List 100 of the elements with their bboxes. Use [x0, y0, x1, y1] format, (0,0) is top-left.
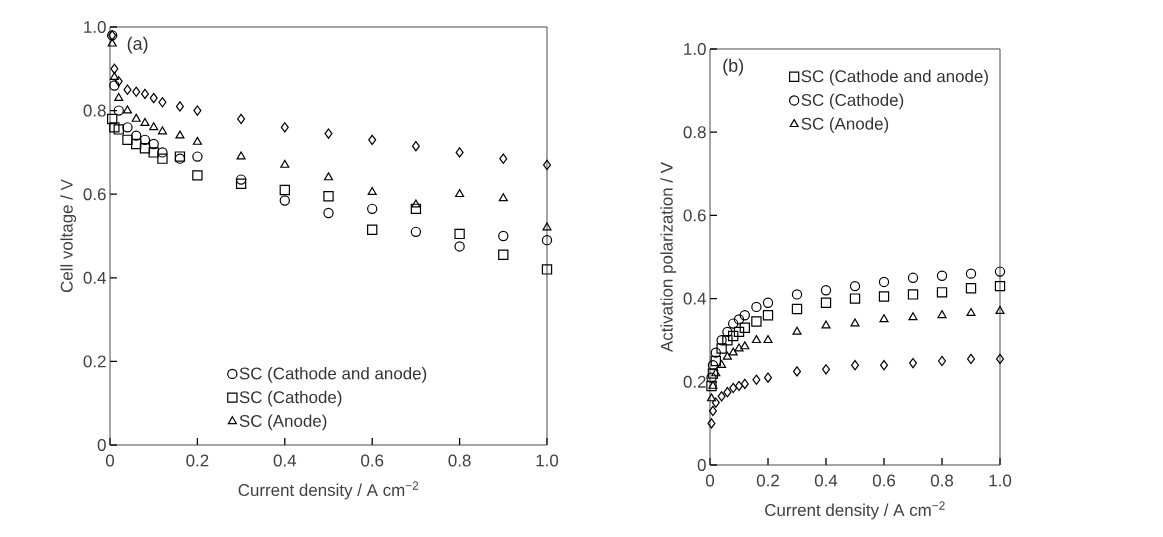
point	[820, 285, 832, 296]
point	[323, 191, 334, 202]
point	[236, 151, 246, 160]
point	[109, 122, 120, 133]
y-axis-title: Cell voltage / V	[60, 179, 77, 293]
point	[192, 151, 203, 162]
point	[454, 241, 465, 252]
point	[850, 359, 860, 371]
x-tick-label: 0.8	[448, 454, 471, 467]
point	[878, 276, 890, 288]
annotation: (a)	[127, 36, 148, 54]
y-tick-label: 1.0	[84, 21, 106, 33]
point	[498, 193, 508, 202]
annotation: (b)	[723, 58, 744, 76]
legend-label: SC (Cathode and anode)	[239, 367, 427, 383]
point	[821, 320, 831, 329]
legend-label: SC (Cathode and anode)	[801, 69, 988, 86]
point	[728, 347, 738, 356]
point	[158, 97, 167, 108]
point	[966, 307, 976, 317]
point	[367, 224, 378, 235]
point	[849, 280, 861, 292]
point	[148, 147, 159, 158]
point	[542, 159, 552, 171]
point	[323, 207, 334, 219]
point	[498, 230, 509, 242]
point	[107, 113, 118, 125]
point	[965, 283, 977, 294]
point	[716, 343, 727, 354]
point	[237, 113, 246, 125]
point	[908, 312, 918, 321]
point	[751, 301, 762, 313]
point	[148, 138, 159, 150]
legend-label: SC (Cathode)	[239, 390, 342, 407]
point	[707, 418, 716, 429]
point	[541, 234, 553, 246]
point	[792, 366, 802, 377]
point	[109, 80, 120, 91]
point	[499, 153, 508, 164]
point	[324, 128, 333, 139]
legend-label: SC (Anode)	[239, 414, 327, 431]
y-tick-label: 0.6	[83, 188, 106, 201]
point	[455, 147, 464, 158]
point	[907, 289, 919, 300]
y-tick-label: 0.2	[83, 355, 106, 368]
point	[739, 322, 750, 333]
point	[279, 195, 290, 206]
point	[936, 287, 948, 298]
legend-label: SC (Anode)	[801, 117, 889, 134]
point	[192, 136, 202, 145]
point	[752, 374, 761, 385]
point	[541, 264, 553, 275]
point	[114, 92, 124, 101]
point	[706, 393, 717, 402]
point	[131, 138, 142, 150]
point	[498, 249, 509, 260]
point	[723, 387, 732, 398]
point	[109, 71, 119, 81]
point	[707, 368, 719, 379]
point	[751, 316, 762, 327]
x-tick-label: 0.4	[273, 454, 297, 467]
point	[140, 88, 149, 100]
y-tick-label: 0.2	[683, 375, 706, 388]
point	[323, 172, 334, 181]
point	[410, 226, 422, 237]
point	[710, 347, 721, 358]
point	[157, 126, 168, 135]
legend-label: SC (Cathode)	[801, 93, 904, 110]
point	[707, 359, 719, 371]
point	[728, 318, 739, 329]
point	[131, 130, 142, 141]
x-tick-label: 0.6	[872, 474, 896, 487]
point	[411, 140, 420, 152]
point	[455, 189, 465, 198]
point	[710, 355, 721, 367]
y-tick-label: 0.4	[83, 271, 106, 284]
point	[734, 343, 744, 352]
point	[879, 359, 889, 371]
point	[280, 122, 289, 133]
x-tick-label: 0.2	[756, 474, 779, 487]
point	[113, 105, 124, 116]
point	[368, 134, 377, 146]
point	[965, 268, 977, 279]
point	[820, 297, 832, 308]
point	[454, 228, 465, 240]
point	[878, 291, 890, 302]
point	[235, 178, 247, 189]
point	[907, 272, 919, 283]
x-tick-label: 0.8	[930, 474, 954, 487]
point	[175, 101, 184, 112]
point	[131, 113, 141, 122]
point	[410, 203, 422, 215]
point	[114, 76, 123, 87]
point	[122, 134, 133, 146]
point	[722, 335, 733, 346]
point	[722, 351, 732, 360]
point	[739, 310, 750, 321]
point	[936, 270, 948, 281]
point	[791, 303, 803, 315]
point	[762, 297, 774, 308]
